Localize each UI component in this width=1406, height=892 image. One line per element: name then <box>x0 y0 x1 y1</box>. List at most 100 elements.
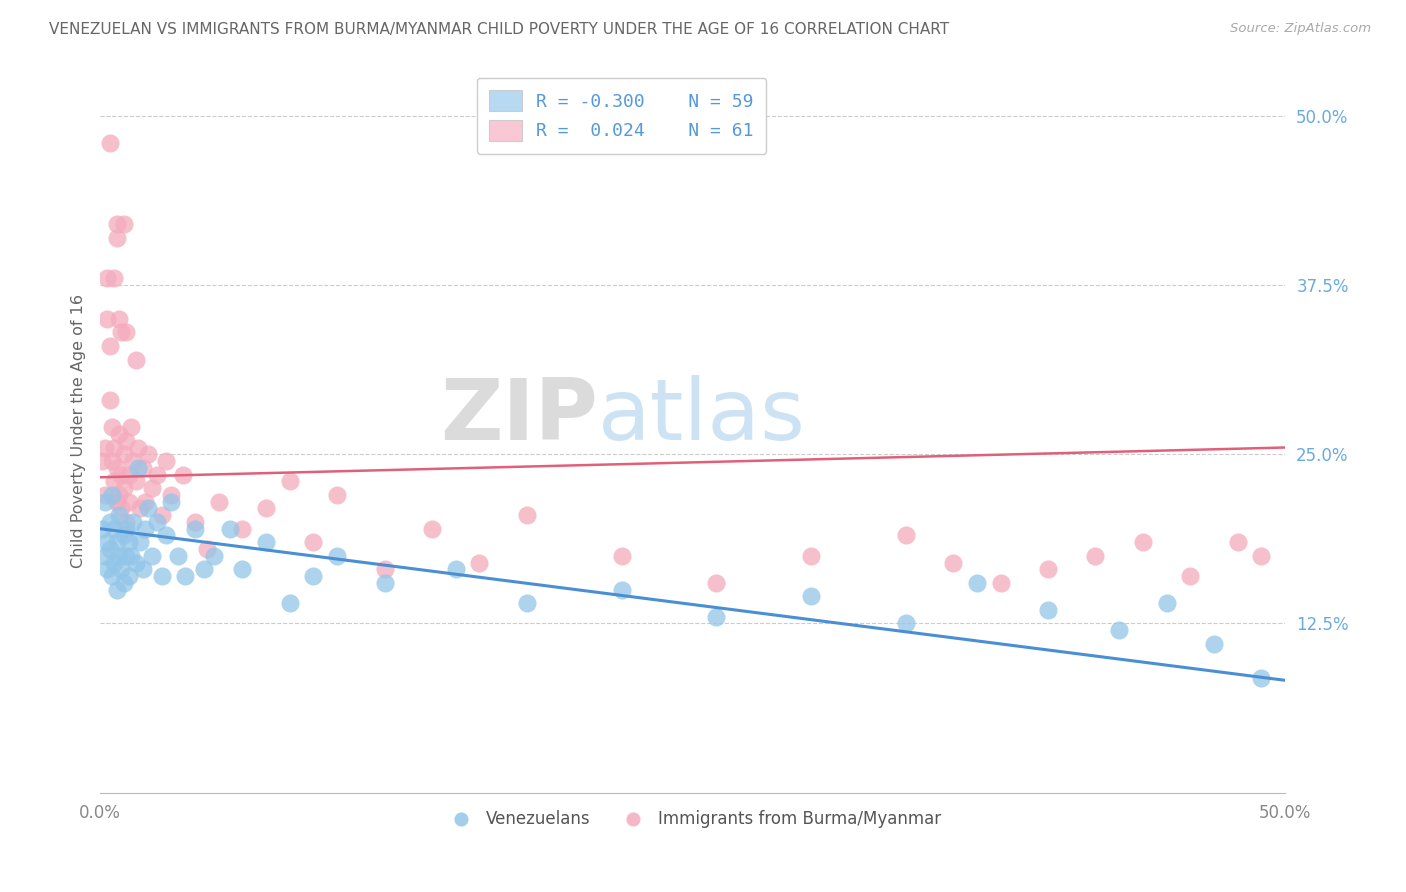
Point <box>373 562 395 576</box>
Point <box>96 562 118 576</box>
Point <box>115 326 138 340</box>
Point <box>160 488 183 502</box>
Point <box>800 549 823 563</box>
Point <box>231 562 253 576</box>
Point <box>96 312 118 326</box>
Point <box>110 501 132 516</box>
Point <box>254 501 277 516</box>
Point <box>103 271 125 285</box>
Point <box>108 488 131 502</box>
Point <box>101 569 124 583</box>
Point <box>141 549 163 563</box>
Point <box>1250 671 1272 685</box>
Point <box>122 515 145 529</box>
Point <box>96 535 118 549</box>
Point <box>942 556 965 570</box>
Point <box>184 515 207 529</box>
Point <box>94 549 117 563</box>
Point <box>105 535 128 549</box>
Point <box>112 447 135 461</box>
Point <box>127 460 149 475</box>
Point <box>112 481 135 495</box>
Point <box>127 441 149 455</box>
Point <box>91 522 114 536</box>
Point <box>108 549 131 563</box>
Point <box>1202 637 1225 651</box>
Point <box>894 616 917 631</box>
Point <box>98 541 121 556</box>
Point <box>94 441 117 455</box>
Point <box>105 460 128 475</box>
Point <box>117 535 139 549</box>
Point <box>105 494 128 508</box>
Point <box>134 494 156 508</box>
Point <box>108 427 131 442</box>
Point <box>98 393 121 408</box>
Point <box>468 556 491 570</box>
Point <box>444 562 467 576</box>
Point <box>278 475 301 489</box>
Point <box>966 575 988 590</box>
Point <box>112 575 135 590</box>
Point <box>146 467 169 482</box>
Text: ZIP: ZIP <box>440 375 598 458</box>
Point <box>704 609 727 624</box>
Point <box>98 515 121 529</box>
Point <box>610 549 633 563</box>
Point <box>134 522 156 536</box>
Point <box>132 460 155 475</box>
Point <box>103 441 125 455</box>
Point <box>704 575 727 590</box>
Point <box>1036 562 1059 576</box>
Point <box>103 522 125 536</box>
Point <box>117 467 139 482</box>
Point <box>326 549 349 563</box>
Point <box>207 494 229 508</box>
Point <box>124 475 146 489</box>
Point <box>373 575 395 590</box>
Point <box>1108 624 1130 638</box>
Point <box>184 522 207 536</box>
Point <box>129 501 152 516</box>
Point <box>115 515 138 529</box>
Point <box>1180 569 1202 583</box>
Point <box>1250 549 1272 563</box>
Point <box>160 494 183 508</box>
Point <box>94 494 117 508</box>
Point <box>136 447 159 461</box>
Text: atlas: atlas <box>598 375 806 458</box>
Point <box>231 522 253 536</box>
Point <box>101 420 124 434</box>
Point <box>1226 535 1249 549</box>
Point <box>110 467 132 482</box>
Point <box>278 596 301 610</box>
Point <box>117 569 139 583</box>
Point <box>516 596 538 610</box>
Point <box>108 312 131 326</box>
Point <box>105 217 128 231</box>
Point <box>516 508 538 523</box>
Point <box>894 528 917 542</box>
Y-axis label: Child Poverty Under the Age of 16: Child Poverty Under the Age of 16 <box>72 293 86 567</box>
Point <box>254 535 277 549</box>
Point <box>610 582 633 597</box>
Text: VENEZUELAN VS IMMIGRANTS FROM BURMA/MYANMAR CHILD POVERTY UNDER THE AGE OF 16 CO: VENEZUELAN VS IMMIGRANTS FROM BURMA/MYAN… <box>49 22 949 37</box>
Point <box>98 339 121 353</box>
Point <box>141 481 163 495</box>
Point <box>150 508 173 523</box>
Point <box>101 454 124 468</box>
Point <box>172 467 194 482</box>
Point <box>120 420 142 434</box>
Point <box>302 569 325 583</box>
Point <box>115 522 138 536</box>
Point <box>129 535 152 549</box>
Point <box>115 434 138 448</box>
Point <box>1036 603 1059 617</box>
Point <box>101 488 124 502</box>
Point <box>195 541 218 556</box>
Point <box>94 488 117 502</box>
Point <box>193 562 215 576</box>
Point <box>103 475 125 489</box>
Point <box>1084 549 1107 563</box>
Point <box>112 217 135 231</box>
